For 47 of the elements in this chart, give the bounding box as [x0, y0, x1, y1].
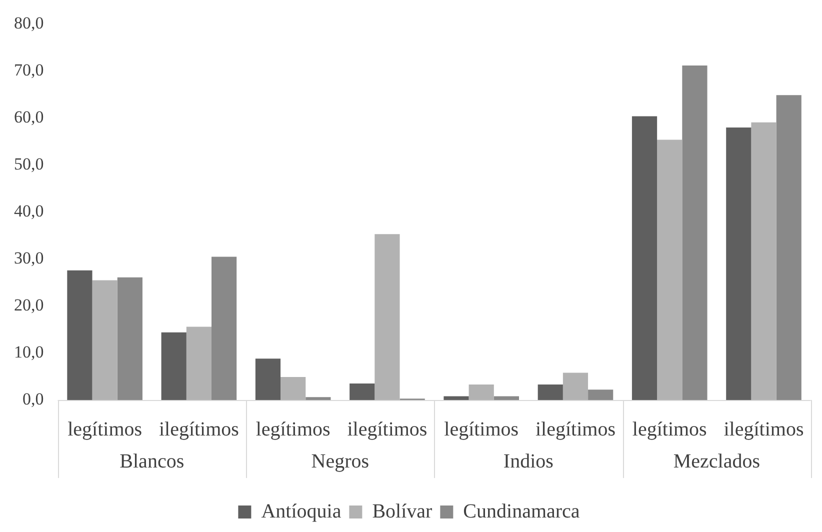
bar [374, 234, 400, 400]
bar [657, 140, 682, 400]
bar [161, 332, 186, 400]
bar [444, 396, 469, 400]
bar [494, 396, 520, 400]
y-tick-label: 60,0 [14, 108, 44, 127]
x-tick-label: legítimos [632, 418, 708, 440]
text: Mezclados [673, 450, 760, 472]
y-tick-label: 50,0 [14, 154, 44, 174]
legend-label: Cundinamarca [463, 500, 580, 522]
y-tick-label: 70,0 [14, 60, 44, 80]
y-tick-label: 10,0 [14, 342, 44, 362]
bar [588, 390, 614, 400]
bar [562, 372, 588, 400]
bar [468, 384, 494, 400]
y-tick-label: 30,0 [14, 248, 44, 268]
bar [682, 66, 708, 400]
y-tick-label: 20,0 [14, 296, 44, 315]
bar [186, 326, 212, 400]
bar [306, 397, 331, 400]
bar [255, 358, 281, 400]
legend-label: Bolívar [372, 500, 433, 522]
bar [776, 95, 802, 400]
legend-label: Antíoquia [261, 500, 342, 522]
x-tick-label: legítimos [68, 418, 142, 440]
y-tick-label: 80,0 [14, 14, 44, 33]
text: Indios [503, 450, 554, 472]
bar [280, 376, 306, 400]
bar [751, 122, 776, 400]
x-tick-label: legítimos [444, 418, 519, 440]
text: Blancos [120, 450, 184, 472]
text: Negros [311, 450, 370, 472]
x-tick-label: ilegítimos [347, 418, 428, 440]
y-tick-label: 0,0 [22, 389, 44, 408]
x-tick-label: ilegítimos [158, 418, 240, 440]
bar [67, 270, 92, 400]
bar [538, 384, 563, 400]
bar [350, 384, 375, 400]
bar [632, 116, 658, 400]
x-tick-label: ilegítimos [535, 418, 616, 440]
y-tick-label: 40,0 [14, 202, 44, 221]
bar [117, 277, 142, 400]
bar [726, 128, 752, 400]
bar [92, 280, 118, 400]
x-tick-label: ilegítimos [724, 418, 804, 440]
bar [212, 256, 237, 400]
x-tick-label: legítimos [256, 418, 331, 440]
